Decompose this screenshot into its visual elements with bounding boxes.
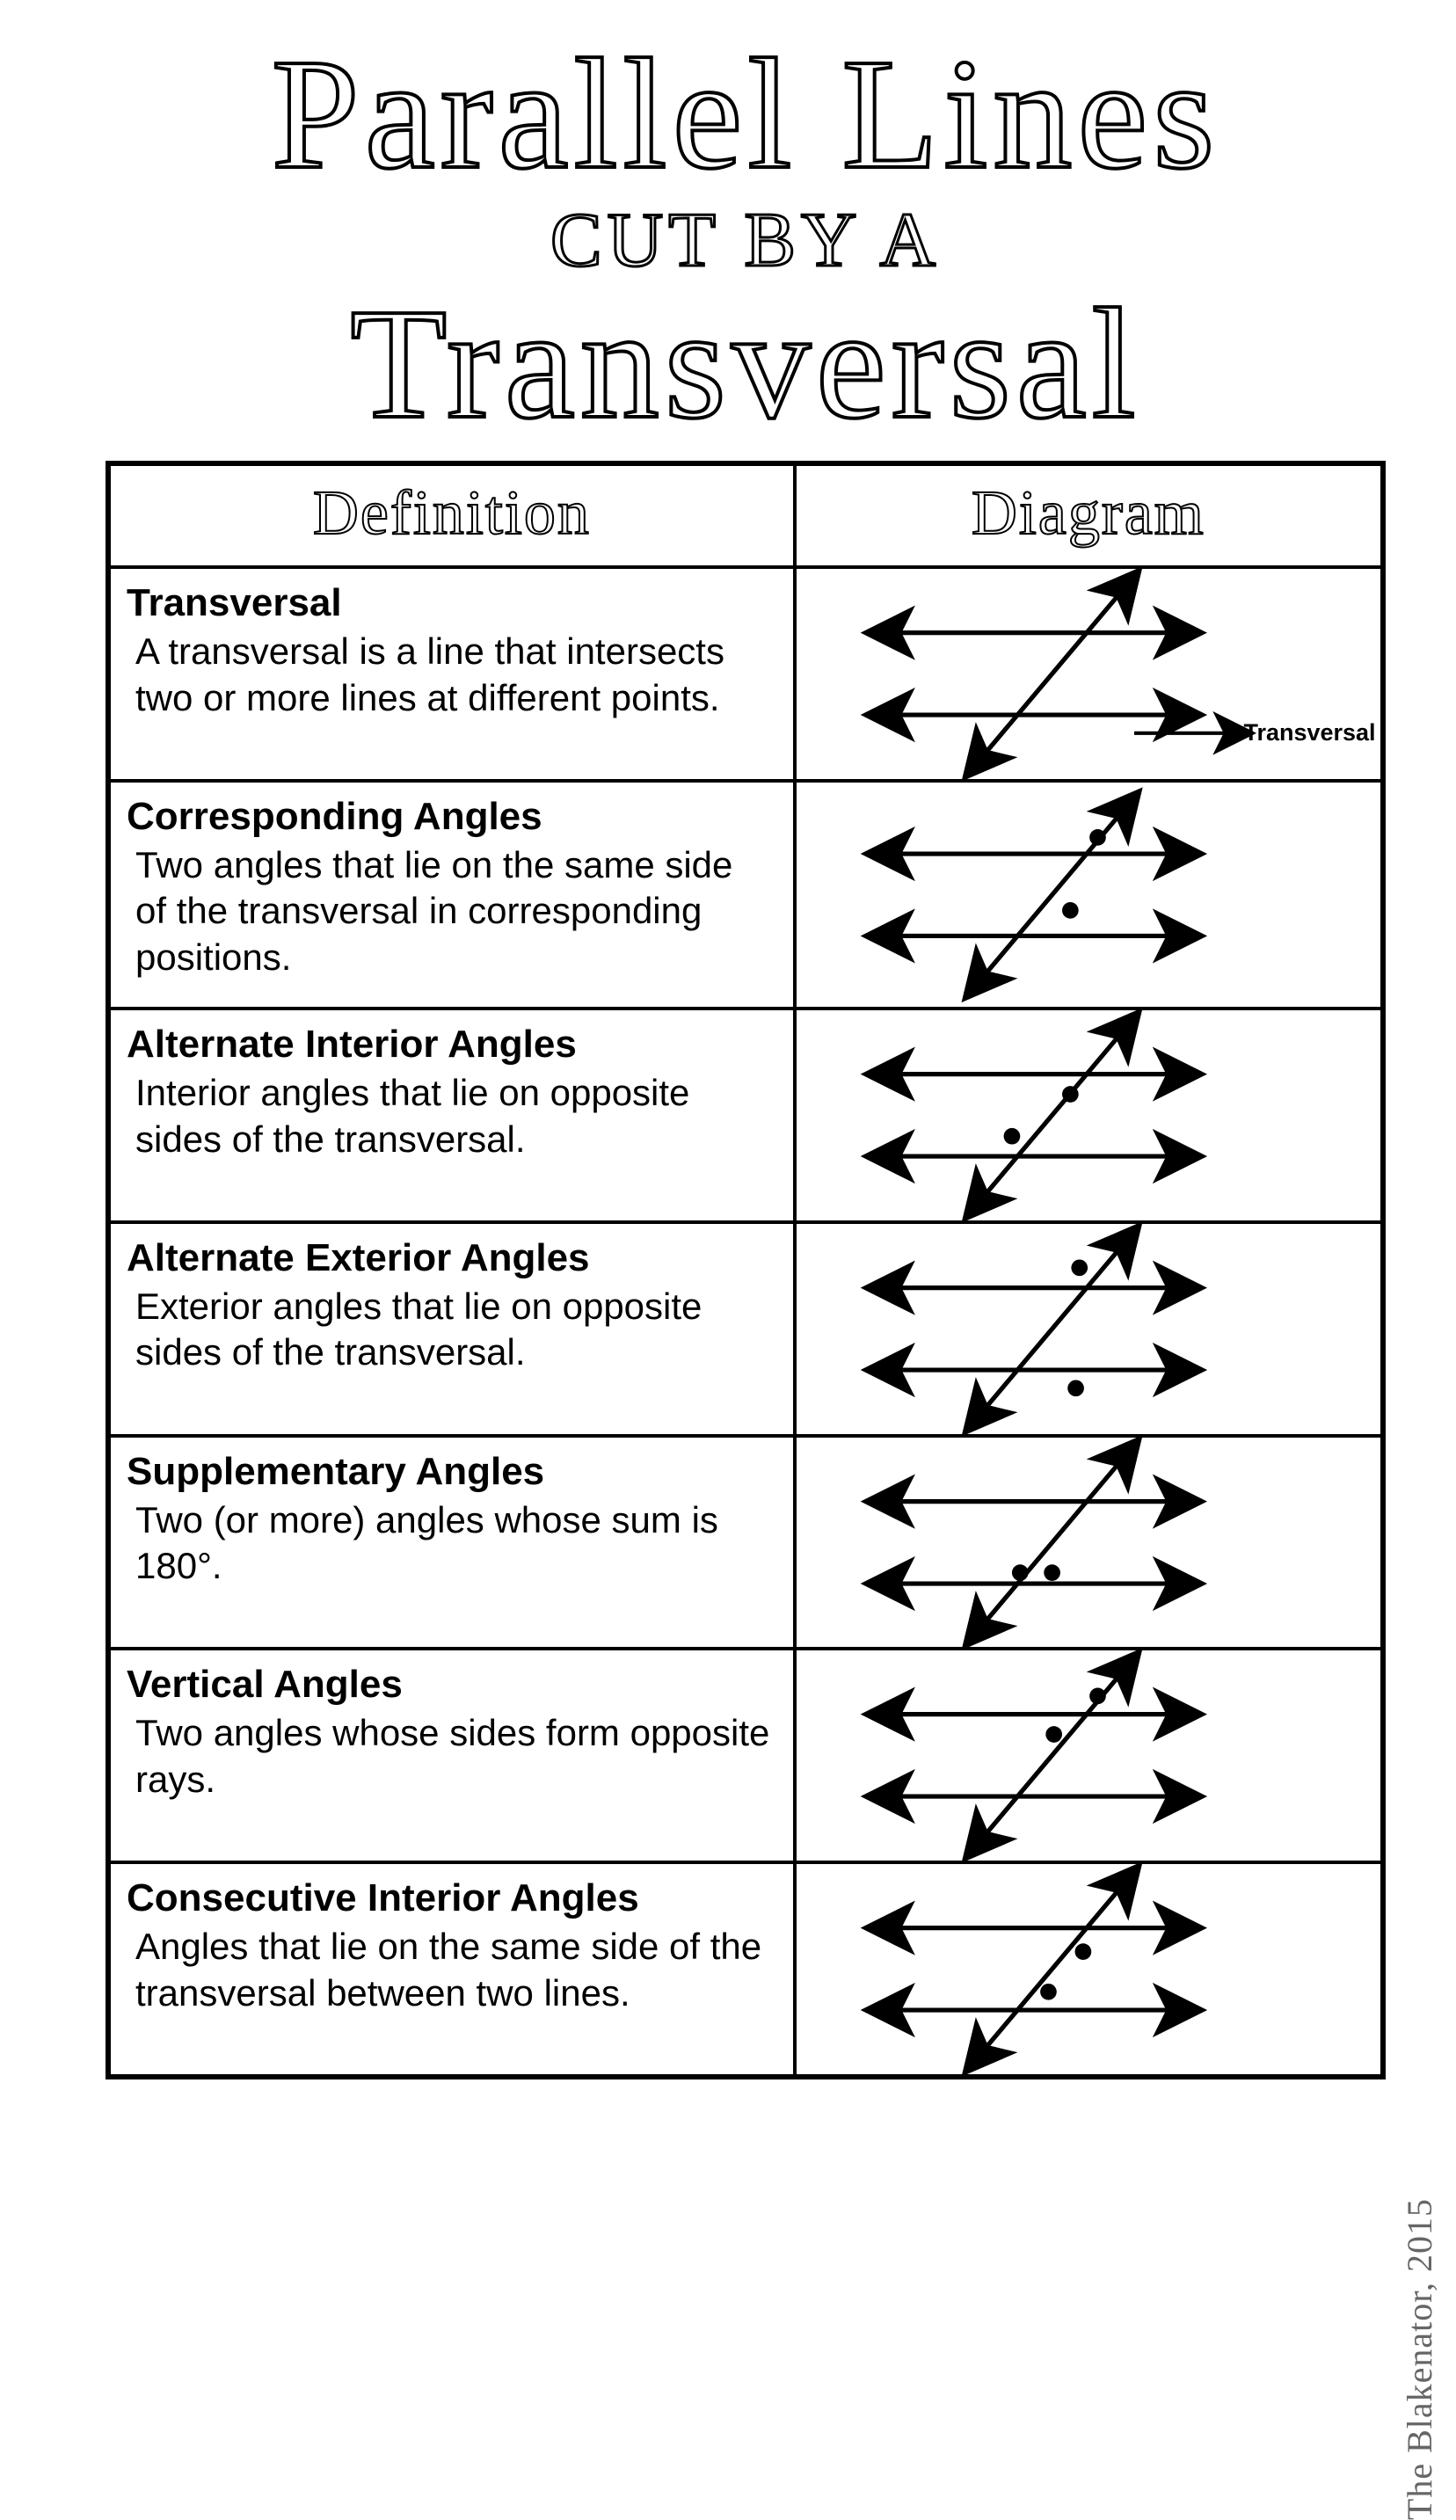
definition-cell: Vertical Angles Two angles whose sides f… — [111, 1650, 797, 1861]
parallel-lines-diagram — [797, 1438, 1380, 1648]
diagram-cell: Transversal — [797, 569, 1380, 779]
definition-cell: Transversal A transversal is a line that… — [111, 569, 797, 779]
parallel-lines-diagram — [797, 1864, 1380, 2074]
term-description: Two angles whose sides form opposite ray… — [127, 1710, 772, 1803]
table-row: Consecutive Interior Angles Angles that … — [111, 1864, 1380, 2074]
definition-cell: Consecutive Interior Angles Angles that … — [111, 1864, 797, 2074]
term-title: Consecutive Interior Angles — [127, 1876, 772, 1920]
term-description: A transversal is a line that intersects … — [127, 629, 772, 721]
definition-cell: Corresponding Angles Two angles that lie… — [111, 783, 797, 1008]
worksheet-page: Parallel Lines CUT BY A Transversal Defi… — [0, 0, 1456, 2251]
title-line-1: Parallel Lines — [106, 35, 1386, 193]
term-title: Vertical Angles — [127, 1663, 772, 1707]
title-line-2: CUT BY A — [106, 202, 1386, 280]
term-title: Corresponding Angles — [127, 795, 772, 839]
definition-cell: Alternate Exterior Angles Exterior angle… — [111, 1224, 797, 1434]
table-row: Alternate Interior Angles Interior angle… — [111, 1010, 1380, 1224]
term-title: Alternate Exterior Angles — [127, 1236, 772, 1280]
definition-cell: Alternate Interior Angles Interior angle… — [111, 1010, 797, 1220]
term-title: Supplementary Angles — [127, 1450, 772, 1494]
term-description: Two angles that lie on the same side of … — [127, 842, 772, 981]
parallel-lines-diagram — [797, 783, 1380, 1008]
diagram-cell — [797, 1010, 1380, 1220]
parallel-lines-diagram — [797, 1010, 1380, 1220]
term-description: Interior angles that lie on opposite sid… — [127, 1070, 772, 1162]
table-row: Transversal A transversal is a line that… — [111, 569, 1380, 783]
svg-text:Transversal: Transversal — [1243, 719, 1375, 746]
table-header-row: Definition Diagram — [111, 466, 1380, 569]
credit-text: The Blakenator, 2015 — [1399, 2198, 1440, 2520]
table-row: Vertical Angles Two angles whose sides f… — [111, 1650, 1380, 1864]
diagram-cell — [797, 1224, 1380, 1434]
diagram-cell — [797, 1650, 1380, 1861]
parallel-lines-diagram — [797, 1224, 1380, 1434]
diagram-cell — [797, 783, 1380, 1008]
definitions-table: Definition Diagram Transversal A transve… — [106, 461, 1386, 2079]
term-title: Transversal — [127, 581, 772, 625]
diagram-cell — [797, 1864, 1380, 2074]
table-row: Corresponding Angles Two angles that lie… — [111, 783, 1380, 1011]
term-description: Angles that lie on the same side of the … — [127, 1924, 772, 2016]
term-description: Exterior angles that lie on opposite sid… — [127, 1284, 772, 1376]
table-row: Supplementary Angles Two (or more) angle… — [111, 1438, 1380, 1651]
parallel-lines-diagram — [797, 1650, 1380, 1861]
header-diagram: Diagram — [797, 466, 1380, 565]
title-block: Parallel Lines CUT BY A Transversal — [106, 35, 1386, 443]
definition-cell: Supplementary Angles Two (or more) angle… — [111, 1438, 797, 1648]
diagram-cell — [797, 1438, 1380, 1648]
term-title: Alternate Interior Angles — [127, 1023, 772, 1067]
title-line-3: Transversal — [106, 285, 1386, 443]
parallel-lines-diagram: Transversal — [797, 569, 1380, 779]
header-definition: Definition — [111, 466, 797, 565]
term-description: Two (or more) angles whose sum is 180°. — [127, 1497, 772, 1590]
table-row: Alternate Exterior Angles Exterior angle… — [111, 1224, 1380, 1438]
